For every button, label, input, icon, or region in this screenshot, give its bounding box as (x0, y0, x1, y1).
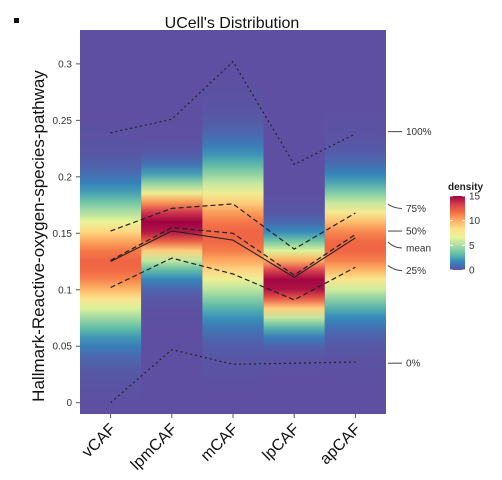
x-category-label: vCAF (79, 421, 119, 461)
y-axis: 0 0.05 0.1 0.15 0.2 0.25 0.3 (53, 59, 80, 409)
density-columns (80, 30, 386, 414)
annotation-connector (387, 204, 403, 209)
quantile-line-0pct (110, 348, 356, 404)
y-tick-label: 0.25 (53, 116, 73, 127)
annotation-label: 75% (406, 204, 426, 215)
y-tick-label: 0.1 (58, 285, 72, 296)
y-tick-label: 0.05 (53, 342, 73, 353)
top-left-marker (14, 18, 19, 23)
quantile-annotations: 100% 75% 50% mean 25% 0% (387, 127, 432, 370)
x-category-label: lpCAF (260, 421, 304, 465)
annotation-label: 100% (406, 127, 432, 138)
legend-colorbar (450, 196, 465, 270)
quantile-line-75pct (110, 203, 356, 250)
y-axis-title: Hallmark-Reactive-oxygen-species-pathway (29, 70, 48, 402)
x-category-label: apCAF (317, 421, 364, 468)
density-column-vCAF (80, 30, 142, 414)
quantile-line-25pct (110, 257, 356, 301)
y-tick-label: 0 (66, 398, 72, 409)
x-category-label: mCAF (198, 421, 242, 465)
x-axis: vCAF lpmCAF mCAF lpCAF apCAF (79, 414, 364, 474)
annotation-label: mean (406, 243, 431, 254)
legend-tick-label: 5 (469, 241, 475, 252)
annotation-label: 50% (406, 227, 426, 238)
y-tick-label: 0.15 (53, 229, 73, 240)
quantile-lines (110, 60, 356, 404)
density-column-lpCAF (263, 30, 325, 414)
legend-title: density (448, 182, 483, 193)
y-tick-label: 0.2 (58, 172, 72, 183)
annotation-label: 0% (406, 359, 421, 370)
density-column-apCAF (324, 30, 386, 414)
density-legend: density 0 5 10 15 (448, 182, 483, 277)
chart-title: UCell's Distribution (165, 15, 300, 32)
y-tick-label: 0.3 (58, 59, 72, 70)
legend-tick-label: 10 (469, 216, 481, 227)
density-column-mCAF (202, 30, 264, 414)
quantile-line-100pct (110, 60, 356, 166)
quantile-line-50pct (110, 226, 356, 276)
legend-tick-label: 0 (469, 266, 475, 277)
annotation-label: 25% (406, 266, 426, 277)
annotation-connector (387, 241, 403, 249)
density-column-lpmCAF (141, 30, 203, 414)
annotation-connector (387, 265, 403, 272)
legend-tick-label: 15 (469, 192, 481, 203)
quantile-line-mean (110, 230, 356, 278)
x-category-label: lpmCAF (128, 421, 181, 474)
